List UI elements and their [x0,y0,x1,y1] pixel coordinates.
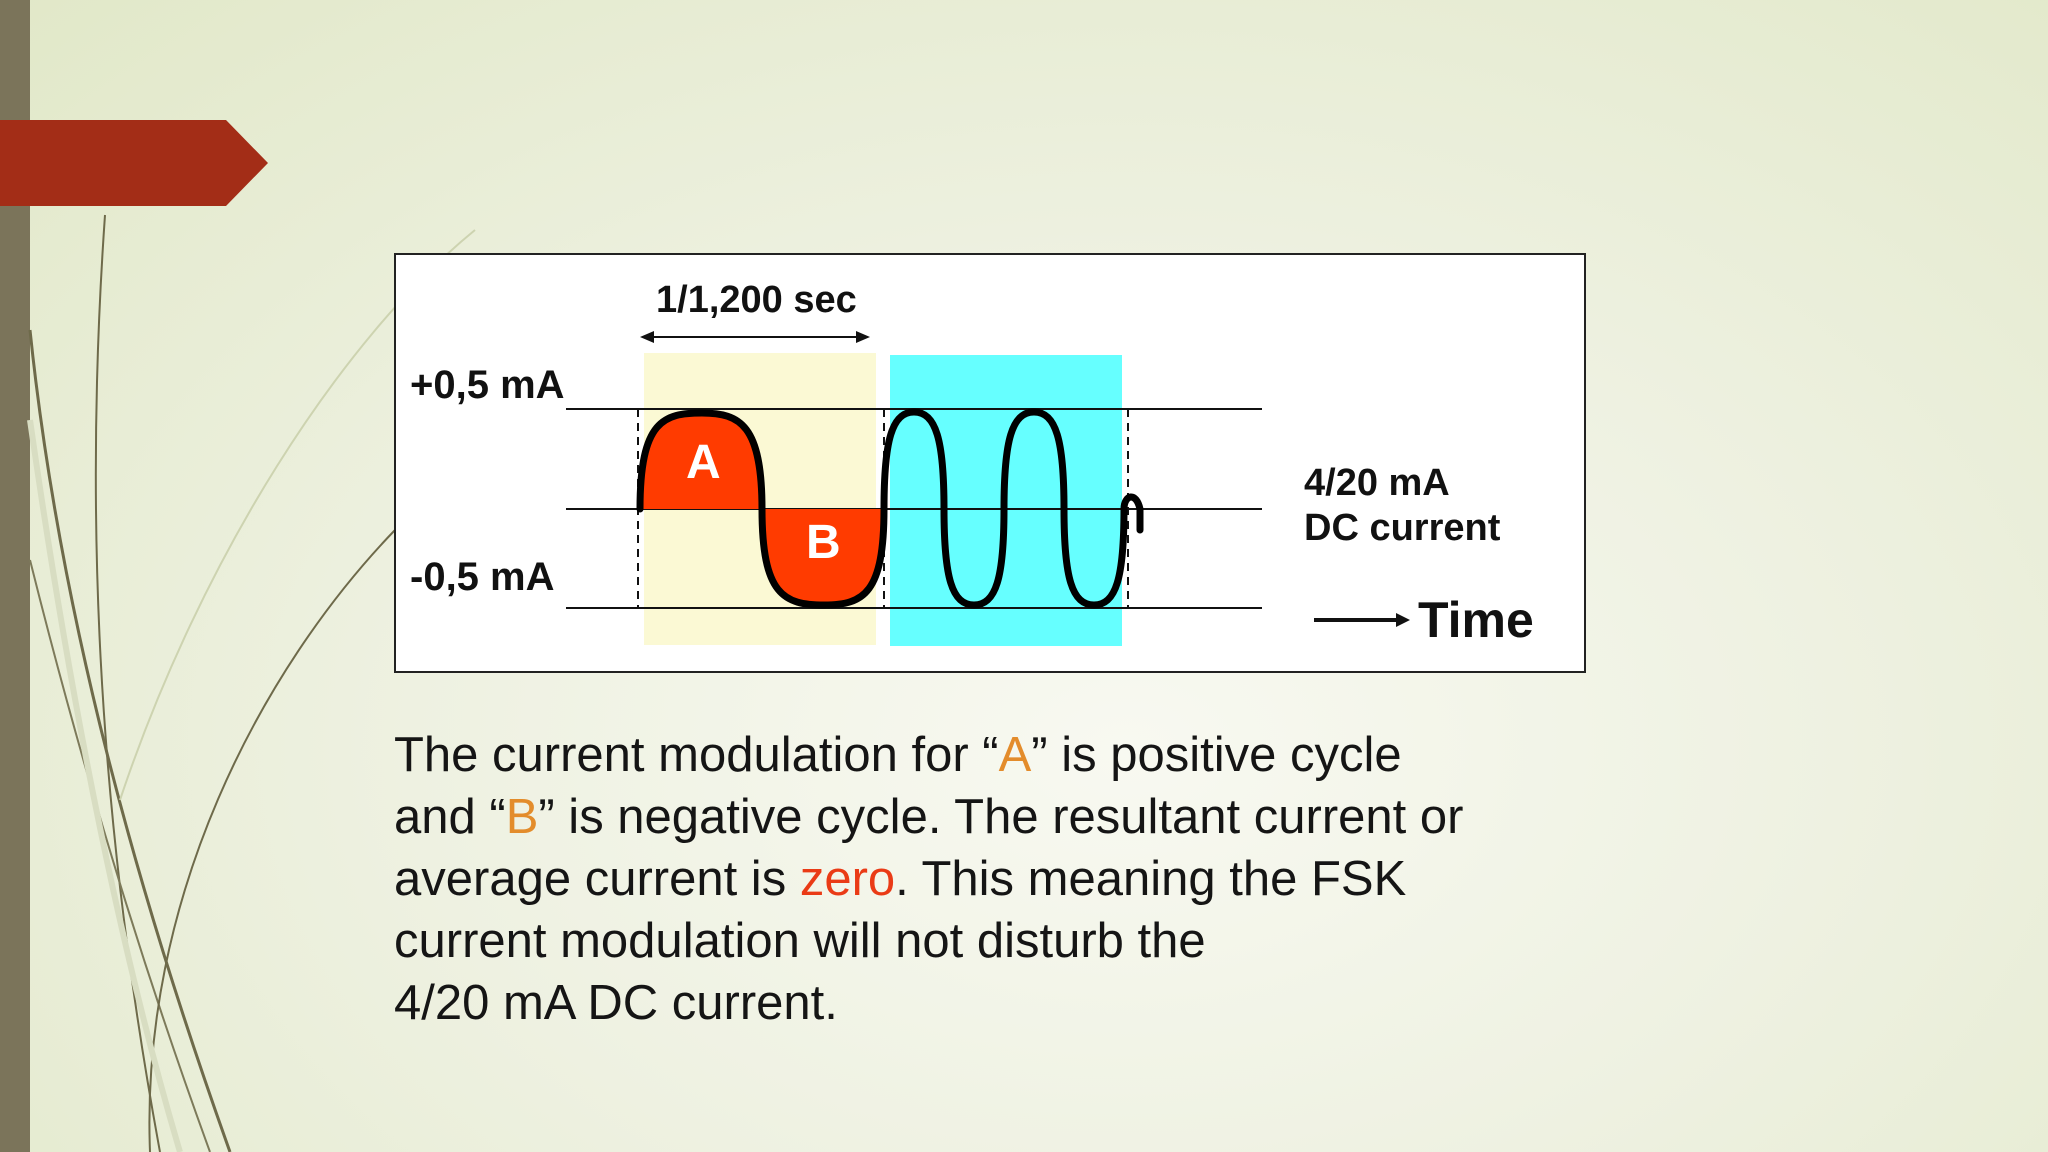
text-part: The current modulation for “ [394,728,999,782]
period-arrow-head-right [856,331,870,343]
text-part: . This meaning the FSK [895,852,1407,906]
fsk-diagram: 1/1,200 sec +0,5 mA -0,5 mA 4/20 mA DC c… [394,253,1586,673]
cycle-b-label: B [806,516,841,569]
text-part: 4/20 mA DC current. [394,976,838,1030]
title-tag-arrow [0,120,268,206]
positive-cycle-fill [640,413,762,509]
period-arrow-head-left [640,331,654,343]
decorative-grass-lines [27,214,476,1152]
text-part: average current is [394,852,800,906]
cycle-a-label: A [686,436,721,489]
positive-current-label: +0,5 mA [410,363,565,407]
dc-current-label-line2: DC current [1304,507,1501,549]
text-part: current modulation will not disturb the [394,914,1206,968]
highlight-zero: zero [799,852,896,906]
text-part: ” is negative cycle. The resultant curre… [538,790,1464,844]
negative-cycle-fill [762,509,884,605]
waveform [636,408,1144,609]
explanation-paragraph: The current modulation for “A” is positi… [394,724,1614,1034]
dc-current-label-line1: 4/20 mA [1304,462,1450,504]
highlight-b: B [505,790,539,844]
negative-current-label: -0,5 mA [410,555,555,599]
time-label: Time [1418,592,1534,648]
period-label: 1/1,200 sec [656,279,857,321]
text-part: and “ [394,790,506,844]
text-part: ” is positive cycle [1031,728,1402,782]
highlight-a: A [998,728,1032,782]
time-arrow-head [1396,613,1410,627]
fsk-waveform-drawing [566,331,1410,646]
